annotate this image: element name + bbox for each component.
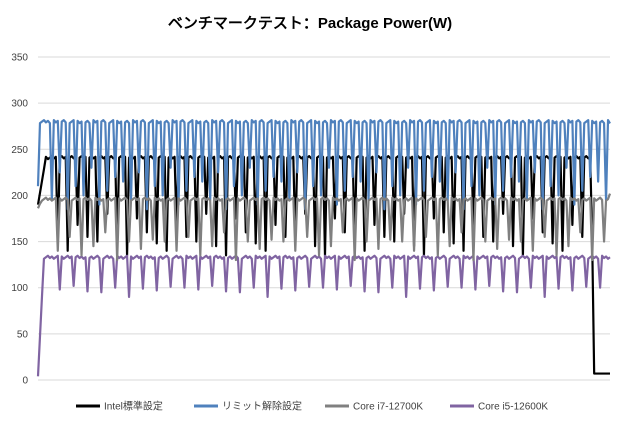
legend: Intel標準設定 リミット解除設定 Core i7-12700K Core i5-1… [76, 400, 548, 413]
y-tick-label-150: 150 [11, 237, 28, 248]
y-axis-ticks: 0 50 100 150 200 250 300 350 [11, 53, 28, 387]
chart-title: ベンチマークテスト：Package Power(W) [168, 15, 452, 32]
y-tick-label-0: 0 [22, 376, 28, 387]
y-tick-label-50: 50 [17, 329, 29, 340]
y-tick-label-350: 350 [11, 53, 28, 64]
legend-label-0: Intel標準設定 [104, 400, 163, 413]
legend-label-3: Core i5-12600K [478, 402, 548, 413]
y-tick-label-100: 100 [11, 283, 28, 294]
series-layer [36, 119, 612, 377]
legend-label-1: リミット解除設定 [222, 400, 302, 413]
y-tick-label-300: 300 [11, 99, 28, 110]
y-tick-label-200: 200 [11, 191, 28, 202]
legend-label-2: Core i7-12700K [353, 402, 423, 413]
series-line-0 [36, 155, 610, 375]
series-line-3 [36, 254, 611, 377]
y-tick-label-250: 250 [11, 145, 28, 156]
series-line-2 [36, 193, 612, 262]
series-line-1 [36, 119, 611, 211]
